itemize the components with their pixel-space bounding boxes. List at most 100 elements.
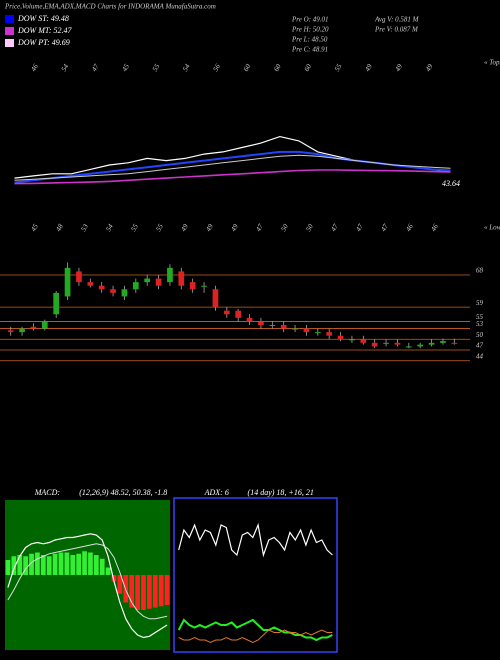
histogram-bar	[105, 567, 111, 575]
candle-body	[280, 325, 287, 329]
histogram-bar	[5, 560, 11, 575]
candle-body	[349, 339, 355, 341]
peak-label: 60	[242, 62, 253, 72]
histogram-bar	[58, 552, 64, 575]
low-label: 47	[379, 222, 390, 232]
panel-subtitle: (14 day) 18, +16, 21	[248, 488, 314, 497]
peak-label: 54	[181, 62, 192, 72]
end-label: 43.64	[442, 179, 460, 188]
histogram-bar	[76, 553, 82, 575]
peak-label: 49	[394, 62, 405, 72]
histogram-bar	[17, 555, 23, 575]
histogram-bar	[23, 556, 28, 575]
low-label: 50	[279, 222, 290, 232]
candle-body	[440, 341, 446, 343]
candle-body	[132, 282, 139, 290]
candle-body	[189, 282, 196, 290]
candle-body	[30, 326, 37, 329]
level-label: 44	[476, 352, 484, 360]
peak-label: 47	[90, 62, 101, 72]
histogram-bar	[64, 552, 70, 575]
candle-body	[258, 321, 264, 325]
level-label: 50	[476, 331, 484, 339]
candle-body	[360, 339, 367, 343]
legend-label: DOW ST: 49.48	[17, 14, 69, 23]
candle-body	[428, 342, 435, 345]
low-label: 53	[79, 222, 90, 232]
candle-body	[144, 278, 151, 283]
peak-label: 60	[303, 62, 314, 72]
histogram-bar	[117, 575, 123, 594]
candle-body	[98, 285, 105, 290]
series-line	[178, 522, 333, 558]
marker-text: « Lows	[484, 224, 500, 232]
peak-label: 54	[60, 62, 71, 72]
candle-body	[371, 342, 378, 347]
histogram-bar	[93, 555, 99, 575]
low-label: 55	[154, 222, 165, 232]
info-prev-volume: Pre V: 0.087 M	[374, 26, 419, 34]
low-label: 45	[29, 222, 40, 232]
series-line	[7, 543, 168, 620]
info-open: Pre O: 49.01	[291, 16, 328, 24]
histogram-bar	[158, 575, 164, 607]
candle-body	[41, 321, 48, 329]
candle-body	[178, 271, 185, 286]
candle-body	[292, 328, 298, 330]
level-label: 55	[476, 313, 484, 321]
peak-label: 55	[151, 62, 162, 72]
histogram-bar	[11, 556, 17, 575]
panel-subtitle: (12,26,9) 48.52, 50.38, -1.8	[79, 488, 167, 497]
series-line	[177, 618, 333, 642]
low-label: 46	[429, 222, 440, 232]
info-avg-volume: Avg V: 0.581 M	[374, 16, 420, 24]
candle-body	[121, 289, 128, 297]
low-label: 49	[204, 222, 215, 232]
candle-body	[76, 271, 82, 283]
candle-body	[337, 335, 344, 340]
level-label: 53	[476, 320, 484, 328]
panel-border	[173, 497, 338, 653]
histogram-bar	[164, 575, 170, 605]
candle-body	[246, 317, 253, 322]
candle-body	[53, 292, 60, 315]
info-high: Pre H: 50.20	[291, 26, 329, 34]
panel-title: MACD:	[34, 488, 61, 497]
candle-body	[19, 328, 25, 333]
candle-body	[394, 342, 401, 345]
candle-body	[201, 285, 207, 287]
candle-body	[405, 346, 412, 348]
candle-body	[269, 325, 276, 326]
candle-body	[223, 310, 230, 315]
peak-label: 49	[363, 62, 374, 72]
histogram-bar	[40, 555, 46, 575]
low-label: 46	[404, 222, 415, 232]
peak-label: 60	[272, 62, 283, 72]
histogram-bar	[111, 575, 117, 582]
histogram-bar	[147, 575, 152, 609]
histogram-bar	[29, 553, 34, 575]
histogram-bar	[99, 558, 105, 575]
series-line	[14, 150, 451, 184]
candle-body	[212, 289, 219, 308]
histogram-bar	[88, 552, 93, 575]
series-line	[7, 533, 168, 639]
candle-body	[110, 289, 116, 293]
legend-swatch	[5, 27, 14, 35]
panel-title: ADX: 6	[204, 488, 229, 497]
candle-body	[155, 278, 162, 286]
candle-body	[451, 342, 458, 344]
low-label: 50	[304, 222, 315, 232]
candle-body	[326, 332, 333, 336]
histogram-bar	[129, 575, 135, 608]
candle-body	[7, 330, 14, 333]
low-label: 49	[179, 222, 190, 232]
level-label: 47	[476, 342, 484, 350]
histogram-bar	[152, 575, 158, 608]
candle-body	[64, 267, 71, 297]
series-line	[14, 169, 451, 185]
legend-swatch	[5, 39, 14, 47]
legend-label: DOW PT: 49.69	[17, 38, 70, 47]
candle-body	[87, 282, 94, 286]
histogram-bar	[35, 552, 40, 575]
